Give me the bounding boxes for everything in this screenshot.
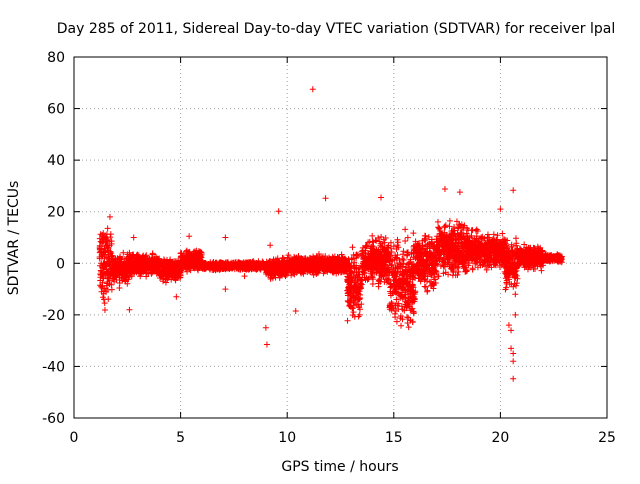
data-point (349, 244, 355, 250)
data-point (402, 238, 408, 244)
data-point (345, 318, 351, 324)
data-point (102, 300, 108, 306)
data-point (105, 225, 111, 231)
data-point (410, 230, 416, 236)
data-point (107, 214, 113, 220)
data-point (474, 227, 480, 233)
data-point (447, 218, 453, 224)
data-point (376, 277, 382, 283)
data-point (450, 272, 456, 278)
data-point (424, 289, 430, 295)
data-point (401, 257, 407, 263)
data-point (491, 231, 497, 237)
data-point (400, 248, 406, 254)
data-point (402, 226, 408, 232)
data-point (350, 309, 356, 315)
data-point (436, 225, 442, 231)
data-point (422, 284, 428, 290)
data-point (369, 233, 375, 239)
data-point (435, 219, 441, 225)
grid-lines (74, 57, 607, 418)
data-point (102, 307, 108, 313)
data-point (398, 323, 404, 329)
data-point (485, 232, 491, 238)
data-point (406, 324, 412, 330)
data-point (150, 250, 156, 256)
data-point (470, 265, 476, 271)
chart-title: Day 285 of 2011, Sidereal Day-to-day VTE… (57, 21, 615, 37)
data-point (105, 296, 111, 302)
data-points (97, 86, 565, 382)
data-point (370, 238, 376, 244)
data-point (405, 235, 411, 241)
